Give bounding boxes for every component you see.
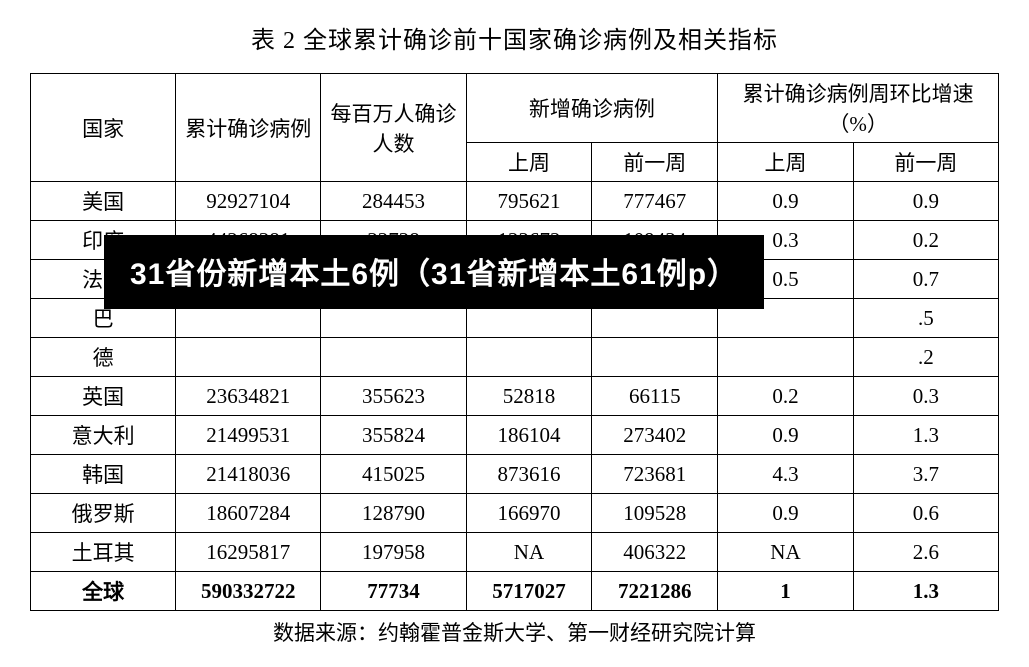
cell-perm: 77734: [321, 572, 466, 611]
cell-perm: [321, 338, 466, 377]
col-new-cases-group: 新增确诊病例: [466, 74, 718, 143]
table-row: 英国 23634821 355623 52818 66115 0.2 0.3: [31, 377, 999, 416]
cell-perm: 355623: [321, 377, 466, 416]
cell-nw1: 795621: [466, 182, 592, 221]
cell-g2: 0.9: [853, 182, 998, 221]
cell-g2: 0.6: [853, 494, 998, 533]
table-header: 国家 累计确诊病例 每百万人确诊人数 新增确诊病例 累计确诊病例周环比增速（%）…: [31, 74, 999, 182]
cell-country: 英国: [31, 377, 176, 416]
col-growth-prev-week: 前一周: [853, 143, 998, 182]
cell-nw1: NA: [466, 533, 592, 572]
cell-perm: 415025: [321, 455, 466, 494]
table-row: 意大利 21499531 355824 186104 273402 0.9 1.…: [31, 416, 999, 455]
cell-country: 德: [31, 338, 176, 377]
table-row: 土耳其 16295817 197958 NA 406322 NA 2.6: [31, 533, 999, 572]
col-per-million: 每百万人确诊人数: [321, 74, 466, 182]
cell-nw2: 273402: [592, 416, 718, 455]
cell-g2: 1.3: [853, 572, 998, 611]
cell-g2: 0.2: [853, 221, 998, 260]
col-new-prev-week: 前一周: [592, 143, 718, 182]
cell-cum: 18607284: [176, 494, 321, 533]
cell-cum: 23634821: [176, 377, 321, 416]
table-row: 美国 92927104 284453 795621 777467 0.9 0.9: [31, 182, 999, 221]
cell-g2: 0.3: [853, 377, 998, 416]
cell-country: 土耳其: [31, 533, 176, 572]
cell-nw2: 109528: [592, 494, 718, 533]
cell-nw2: 66115: [592, 377, 718, 416]
cell-perm: 284453: [321, 182, 466, 221]
cell-g2: 0.7: [853, 260, 998, 299]
cell-country: 全球: [31, 572, 176, 611]
cell-nw2: [592, 338, 718, 377]
cell-g2: 1.3: [853, 416, 998, 455]
cell-cum: 21499531: [176, 416, 321, 455]
cell-nw1: 52818: [466, 377, 592, 416]
table-row: 德 .2: [31, 338, 999, 377]
cell-country: 意大利: [31, 416, 176, 455]
cell-g1: 0.9: [718, 416, 854, 455]
cell-g1: [718, 338, 854, 377]
cell-g2: .5: [853, 299, 998, 338]
cell-nw1: 186104: [466, 416, 592, 455]
cell-cum: [176, 338, 321, 377]
cell-nw2: 406322: [592, 533, 718, 572]
cell-g2: 2.6: [853, 533, 998, 572]
cell-perm: 197958: [321, 533, 466, 572]
cell-nw1: 166970: [466, 494, 592, 533]
table-row: 俄罗斯 18607284 128790 166970 109528 0.9 0.…: [31, 494, 999, 533]
cell-nw1: [466, 338, 592, 377]
cell-country: 俄罗斯: [31, 494, 176, 533]
overlay-banner: 31省份新增本土6例（31省新增本土61例p）: [104, 235, 764, 309]
cell-g2: 3.7: [853, 455, 998, 494]
col-growth-last-week: 上周: [718, 143, 854, 182]
cell-nw2: 7221286: [592, 572, 718, 611]
col-cumulative: 累计确诊病例: [176, 74, 321, 182]
cell-g1: 0.9: [718, 182, 854, 221]
cell-g2: .2: [853, 338, 998, 377]
cell-g1: 0.9: [718, 494, 854, 533]
table-title: 表 2 全球累计确诊前十国家确诊病例及相关指标: [30, 20, 999, 55]
data-table: 国家 累计确诊病例 每百万人确诊人数 新增确诊病例 累计确诊病例周环比增速（%）…: [30, 73, 999, 611]
cell-cum: 21418036: [176, 455, 321, 494]
table-row-total: 全球 590332722 77734 5717027 7221286 1 1.3: [31, 572, 999, 611]
cell-perm: 128790: [321, 494, 466, 533]
data-source: 数据来源：约翰霍普金斯大学、第一财经研究院计算: [30, 617, 999, 647]
cell-cum: 92927104: [176, 182, 321, 221]
cell-g1: 0.2: [718, 377, 854, 416]
cell-country: 美国: [31, 182, 176, 221]
col-new-last-week: 上周: [466, 143, 592, 182]
cell-cum: 16295817: [176, 533, 321, 572]
cell-country: 韩国: [31, 455, 176, 494]
cell-cum: 590332722: [176, 572, 321, 611]
col-growth-group: 累计确诊病例周环比增速（%）: [718, 74, 999, 143]
table-row: 韩国 21418036 415025 873616 723681 4.3 3.7: [31, 455, 999, 494]
header-row-1: 国家 累计确诊病例 每百万人确诊人数 新增确诊病例 累计确诊病例周环比增速（%）: [31, 74, 999, 143]
cell-g1: 1: [718, 572, 854, 611]
col-country: 国家: [31, 74, 176, 182]
cell-perm: 355824: [321, 416, 466, 455]
cell-nw1: 5717027: [466, 572, 592, 611]
cell-nw2: 777467: [592, 182, 718, 221]
cell-g1: 4.3: [718, 455, 854, 494]
cell-g1: NA: [718, 533, 854, 572]
cell-nw2: 723681: [592, 455, 718, 494]
cell-nw1: 873616: [466, 455, 592, 494]
